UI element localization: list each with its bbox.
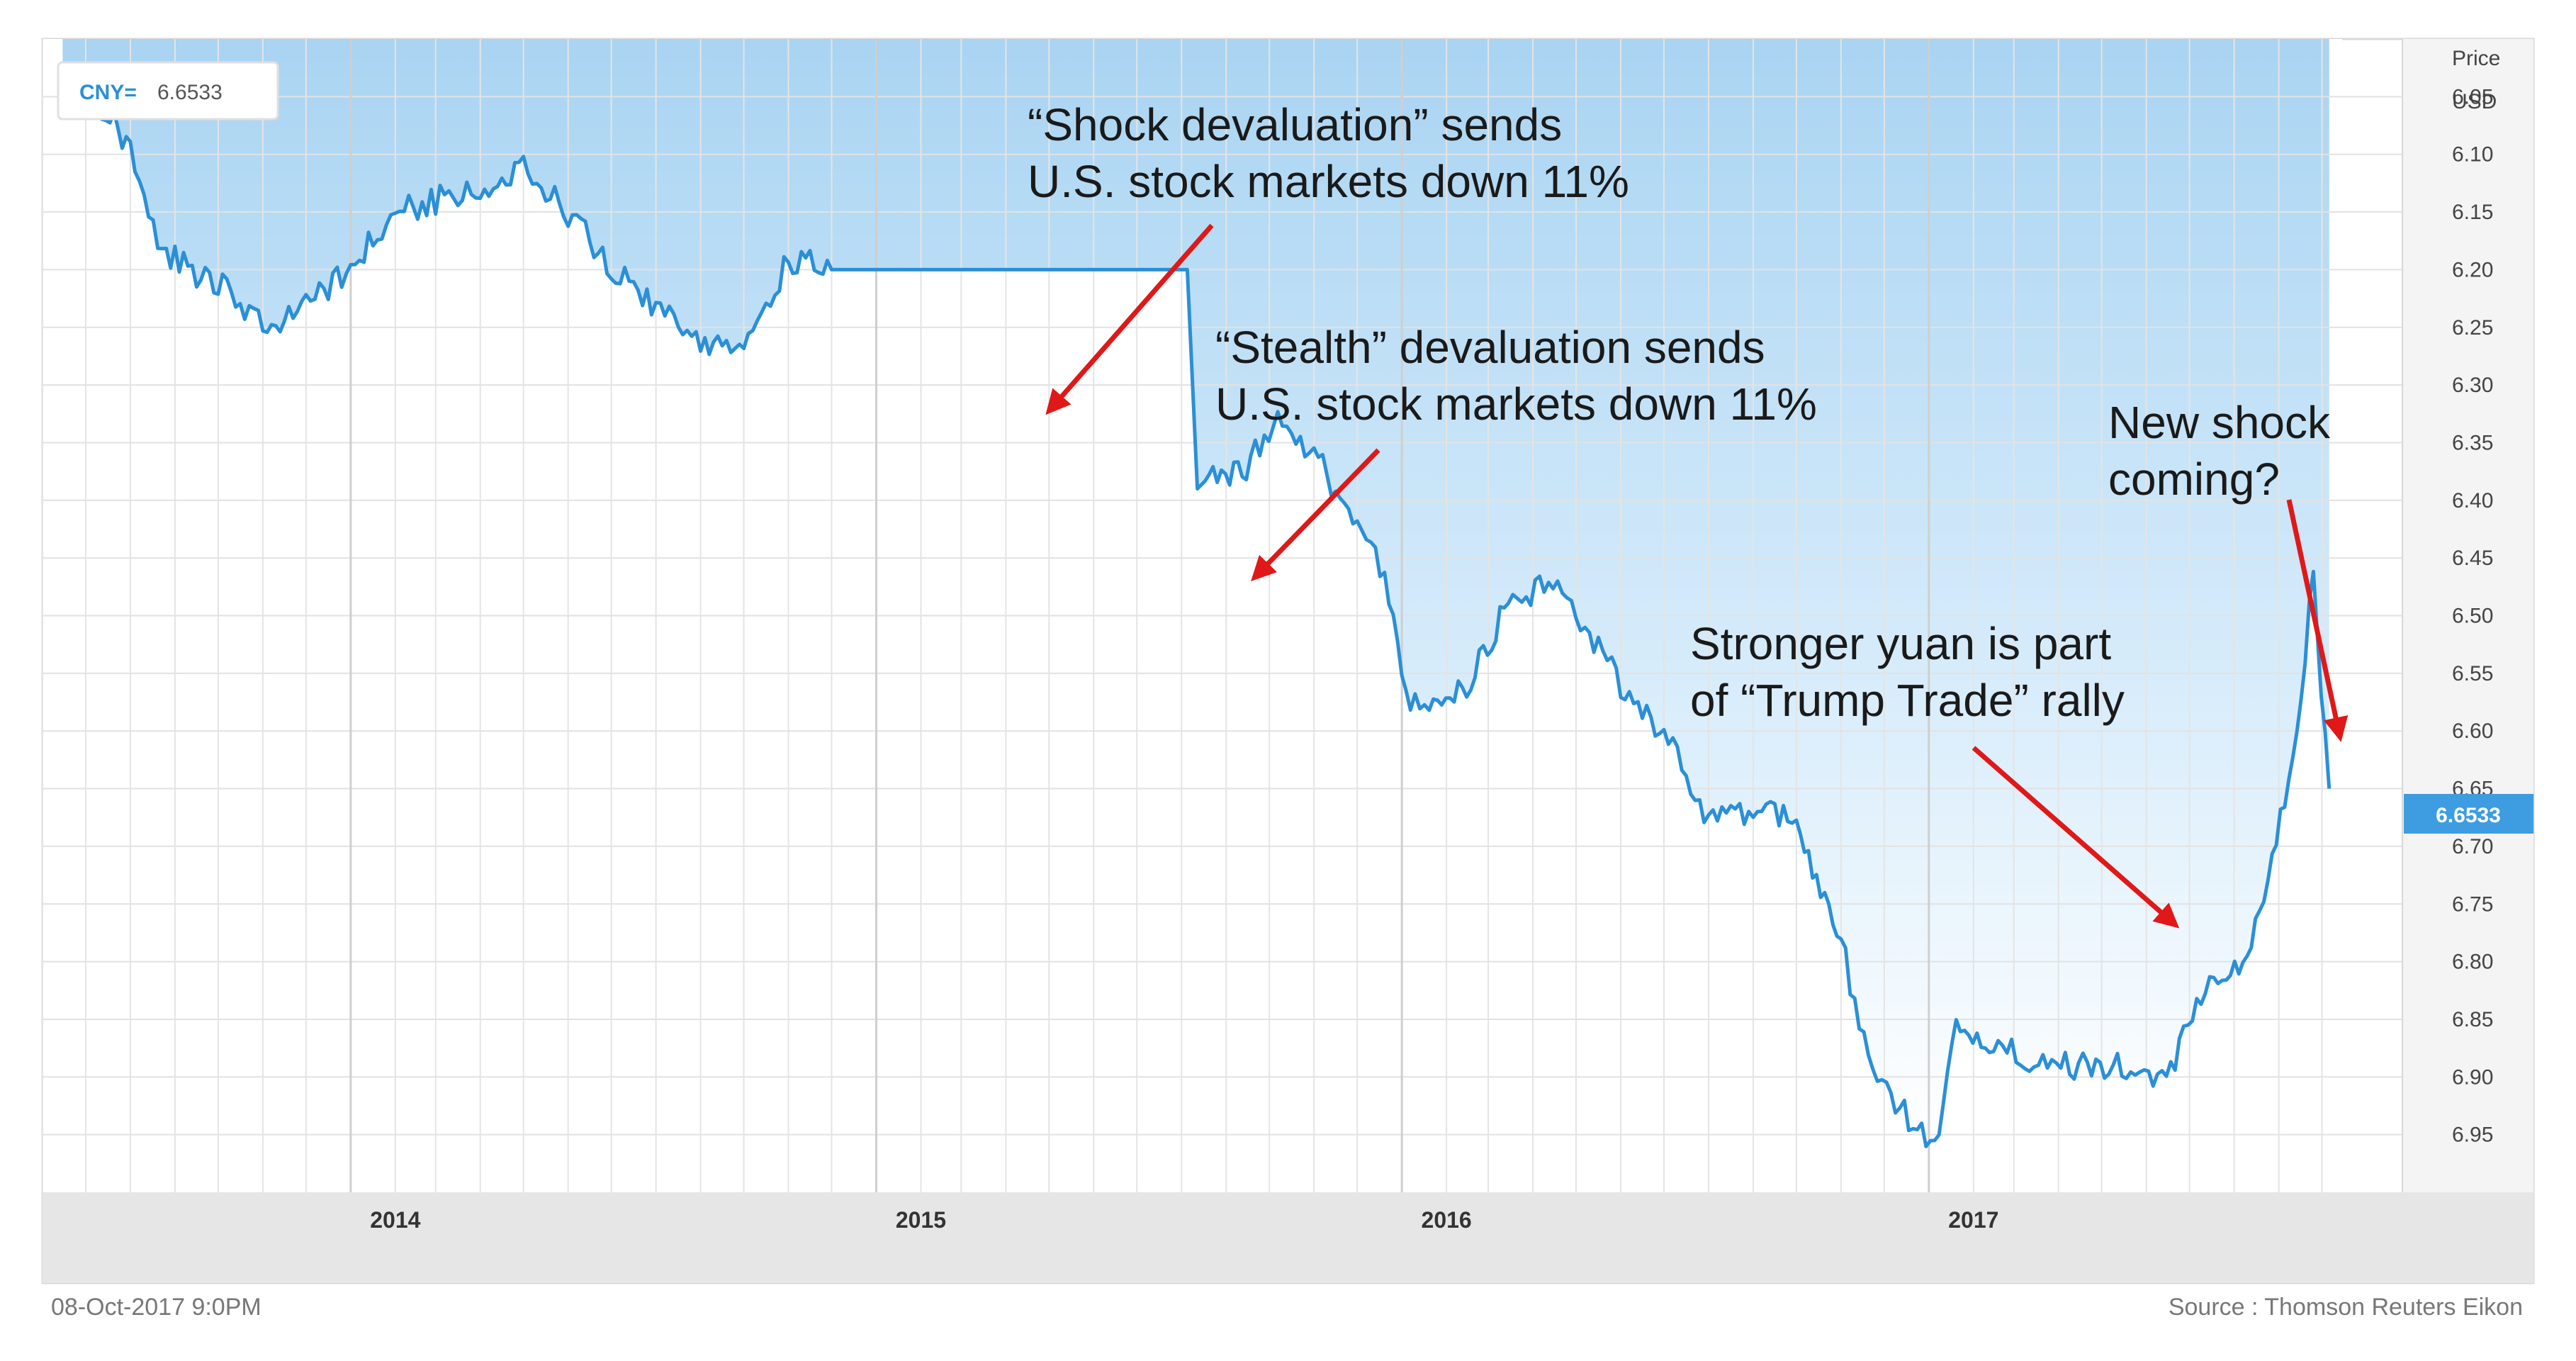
- y-tick-label: 6.25: [2452, 316, 2493, 340]
- axis-title-usd: USD: [2452, 90, 2497, 113]
- x-tick-label: 2016: [1422, 1207, 1472, 1233]
- annotation-shock-line1: “Shock devaluation” sends: [1028, 99, 1562, 150]
- y-ticks: 6.05 6.10 6.15 6.20 6.25 6.30 6.35 6.40 6.45 6.50…: [2452, 85, 2493, 1146]
- y-tick-label: 6.20: [2452, 258, 2493, 281]
- current-price-label: 6.6533: [2436, 804, 2501, 827]
- annotation-newshock-line1: New shock: [2108, 397, 2331, 448]
- x-axis-strip: [43, 1192, 2533, 1283]
- annotation-stealth-arrow: [1251, 448, 1380, 582]
- y-tick-label: 6.75: [2452, 892, 2493, 916]
- y-tick-label: 6.30: [2452, 374, 2493, 397]
- annotation-shock-line2: U.S. stock markets down 11%: [1028, 156, 1629, 207]
- annotation-trump-line2: of “Trump Trade” rally: [1690, 675, 2125, 726]
- footer-timestamp: 08-Oct-2017 9:0PM: [51, 1294, 261, 1321]
- y-tick-label: 6.60: [2452, 719, 2493, 743]
- annotation-trump-line1: Stronger yuan is part: [1690, 618, 2111, 669]
- grid: [42, 39, 2402, 1192]
- y-tick-label: 6.35: [2452, 431, 2493, 454]
- current-price-badge: [2404, 794, 2533, 834]
- ticker-box: [57, 61, 279, 121]
- annotation-trump-arrow: [1972, 746, 2180, 929]
- price-line: [61, 81, 2332, 1148]
- y-tick-label: 6.40: [2452, 489, 2493, 513]
- y-tick-label: 6.80: [2452, 951, 2493, 974]
- annotation-shock-arrow: [1045, 223, 1214, 415]
- x-ticks: 2014 2015 2016 2017: [370, 1207, 1998, 1233]
- price-area-fill: [62, 39, 2329, 1147]
- annotation-newshock-line2: coming?: [2108, 454, 2280, 505]
- axis-title-price: Price: [2452, 47, 2500, 70]
- ticker-symbol: CNY=: [79, 81, 137, 104]
- x-tick-label: 2015: [896, 1207, 946, 1233]
- y-tick-label: 6.05: [2452, 85, 2493, 108]
- x-tick-label: 2017: [1948, 1207, 1998, 1233]
- y-tick-label: 6.70: [2452, 835, 2493, 858]
- x-tick-label: 2014: [370, 1207, 420, 1233]
- y-tick-label: 6.45: [2452, 547, 2493, 570]
- y-tick-label: 6.85: [2452, 1008, 2493, 1031]
- annotation-stealth-line1: “Stealth” devaluation sends: [1215, 322, 1765, 373]
- y-tick-label: 6.10: [2452, 143, 2493, 167]
- ticker-value: 6.6533: [157, 81, 223, 104]
- y-axis-panel: [2402, 39, 2533, 1192]
- footer-source: Source : Thomson Reuters Eikon: [2169, 1294, 2523, 1321]
- y-tick-label: 6.95: [2452, 1124, 2493, 1147]
- y-tick-label: 6.15: [2452, 201, 2493, 224]
- y-tick-label: 6.50: [2452, 605, 2493, 628]
- annotation-stealth-line2: U.S. stock markets down 11%: [1215, 379, 1817, 430]
- y-tick-label: 6.90: [2452, 1065, 2493, 1089]
- annotation-newshock-arrow: [2286, 499, 2349, 742]
- y-tick-label: 6.55: [2452, 662, 2493, 685]
